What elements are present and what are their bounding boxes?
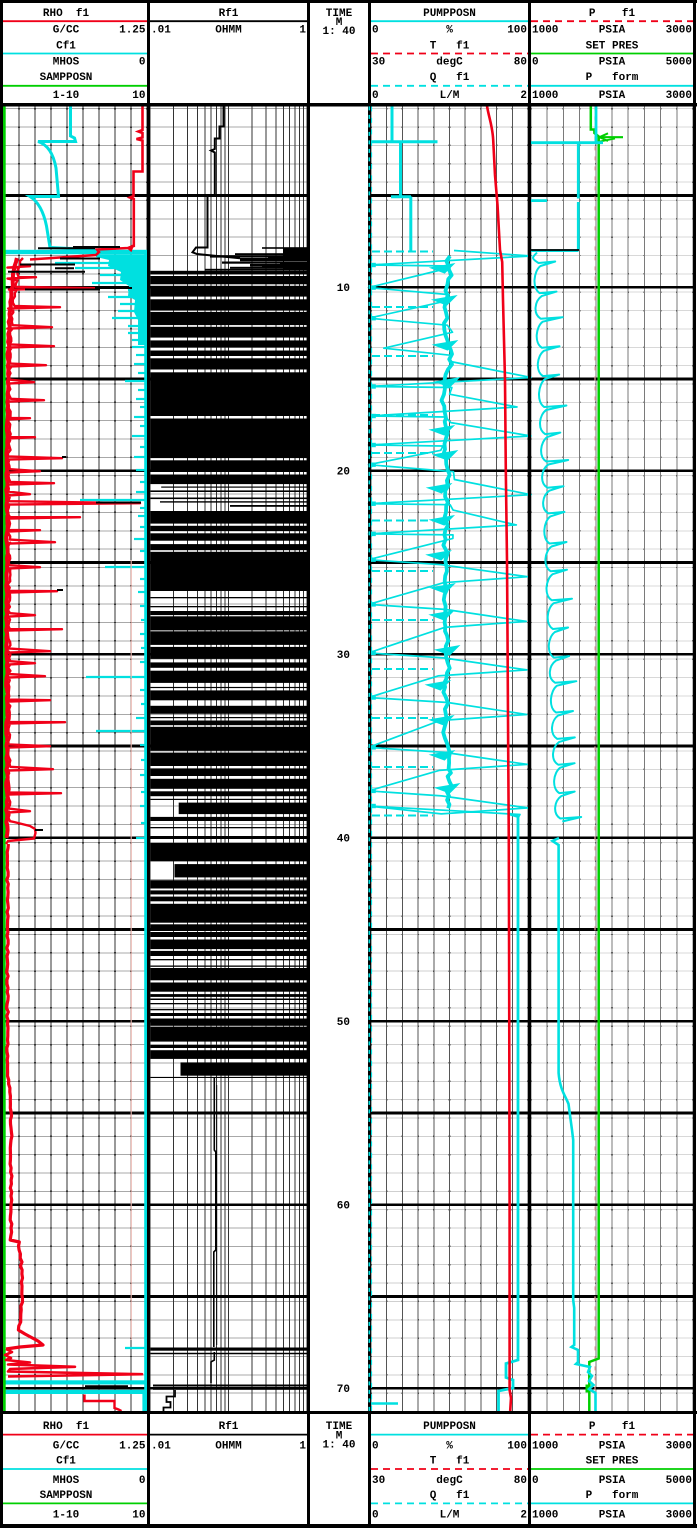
svg-text:TIME: TIME xyxy=(326,8,353,20)
svg-text:0: 0 xyxy=(372,1510,379,1522)
svg-text:1.25: 1.25 xyxy=(119,24,146,36)
svg-text:1-10: 1-10 xyxy=(53,90,79,102)
svg-text:0: 0 xyxy=(372,1441,379,1453)
svg-text:100: 100 xyxy=(507,1441,527,1453)
svg-text:P f1: P f1 xyxy=(589,8,636,20)
svg-text:1: 40: 1: 40 xyxy=(322,1440,355,1452)
svg-text:1-10: 1-10 xyxy=(53,1510,79,1522)
svg-text:.01: .01 xyxy=(151,24,171,36)
svg-text:G/CC: G/CC xyxy=(53,1441,80,1453)
svg-text:1000: 1000 xyxy=(532,90,558,102)
svg-text:3000: 3000 xyxy=(666,24,692,36)
svg-text:1000: 1000 xyxy=(532,1510,558,1522)
svg-text:P form: P form xyxy=(586,72,639,84)
svg-text:3000: 3000 xyxy=(666,1441,692,1453)
svg-text:3000: 3000 xyxy=(666,90,692,102)
svg-text:0: 0 xyxy=(139,1475,146,1487)
svg-text:PSIA: PSIA xyxy=(599,1441,626,1453)
svg-text:SAMPPOSN: SAMPPOSN xyxy=(40,72,93,84)
svg-text:%: % xyxy=(446,24,453,36)
svg-text:P form: P form xyxy=(586,1490,639,1502)
svg-text:3000: 3000 xyxy=(666,1510,692,1522)
svg-text:Q f1: Q f1 xyxy=(430,72,470,84)
svg-text:1000: 1000 xyxy=(532,1441,558,1453)
svg-text:1: 1 xyxy=(299,1441,306,1453)
svg-text:20: 20 xyxy=(337,467,350,479)
svg-text:P f1: P f1 xyxy=(589,1421,636,1433)
svg-text:%: % xyxy=(446,1441,453,1453)
svg-text:0: 0 xyxy=(372,90,379,102)
svg-text:Rf1: Rf1 xyxy=(219,1421,239,1433)
svg-text:M: M xyxy=(336,1430,343,1442)
svg-text:10: 10 xyxy=(337,283,350,295)
svg-text:80: 80 xyxy=(514,57,527,69)
svg-text:T f1: T f1 xyxy=(430,1456,470,1468)
svg-text:PSIA: PSIA xyxy=(599,24,626,36)
svg-text:.01: .01 xyxy=(151,1441,171,1453)
svg-text:50: 50 xyxy=(337,1017,350,1029)
svg-text:G/CC: G/CC xyxy=(53,24,80,36)
svg-text:L/M: L/M xyxy=(440,1510,460,1522)
svg-text:PSIA: PSIA xyxy=(599,1475,626,1487)
svg-text:M: M xyxy=(336,17,343,29)
svg-text:10: 10 xyxy=(132,90,145,102)
svg-text:1: 1 xyxy=(299,24,306,36)
svg-text:PSIA: PSIA xyxy=(599,90,626,102)
svg-text:PUMPPOSN: PUMPPOSN xyxy=(423,1421,476,1433)
svg-text:TIME: TIME xyxy=(326,1421,353,1433)
svg-text:RHO f1: RHO f1 xyxy=(43,8,90,20)
svg-text:30: 30 xyxy=(372,1475,385,1487)
svg-text:0: 0 xyxy=(532,57,539,69)
svg-text:Cf1: Cf1 xyxy=(56,40,76,52)
svg-text:SET PRES: SET PRES xyxy=(586,1456,639,1468)
svg-text:PSIA: PSIA xyxy=(599,57,626,69)
svg-text:Q f1: Q f1 xyxy=(430,1490,470,1502)
svg-text:degC: degC xyxy=(436,1475,463,1487)
svg-text:10: 10 xyxy=(132,1510,145,1522)
svg-text:30: 30 xyxy=(372,57,385,69)
svg-text:40: 40 xyxy=(337,834,350,846)
svg-text:0: 0 xyxy=(532,1475,539,1487)
svg-text:5000: 5000 xyxy=(666,57,692,69)
svg-text:MHOS: MHOS xyxy=(53,1475,80,1487)
svg-text:2: 2 xyxy=(520,90,527,102)
svg-text:30: 30 xyxy=(337,650,350,662)
svg-text:0: 0 xyxy=(372,24,379,36)
svg-text:100: 100 xyxy=(507,24,527,36)
svg-text:SAMPPOSN: SAMPPOSN xyxy=(40,1490,93,1502)
svg-text:MHOS: MHOS xyxy=(53,57,80,69)
svg-text:2: 2 xyxy=(520,1510,527,1522)
svg-text:SET PRES: SET PRES xyxy=(586,40,639,52)
svg-text:L/M: L/M xyxy=(440,90,460,102)
svg-text:1: 40: 1: 40 xyxy=(322,26,355,38)
svg-text:RHO f1: RHO f1 xyxy=(43,1421,90,1433)
svg-text:degC: degC xyxy=(436,57,463,69)
svg-text:70: 70 xyxy=(337,1384,350,1396)
svg-text:PSIA: PSIA xyxy=(599,1510,626,1522)
svg-text:T f1: T f1 xyxy=(430,40,470,52)
svg-text:1000: 1000 xyxy=(532,24,558,36)
svg-text:OHMM: OHMM xyxy=(215,24,242,36)
svg-text:PUMPPOSN: PUMPPOSN xyxy=(423,8,476,20)
svg-text:80: 80 xyxy=(514,1475,527,1487)
svg-text:Cf1: Cf1 xyxy=(56,1456,76,1468)
svg-text:60: 60 xyxy=(337,1201,350,1213)
svg-text:1.25: 1.25 xyxy=(119,1441,146,1453)
svg-text:5000: 5000 xyxy=(666,1475,692,1487)
svg-text:0: 0 xyxy=(139,57,146,69)
svg-text:Rf1: Rf1 xyxy=(219,8,239,20)
svg-text:OHMM: OHMM xyxy=(215,1441,242,1453)
